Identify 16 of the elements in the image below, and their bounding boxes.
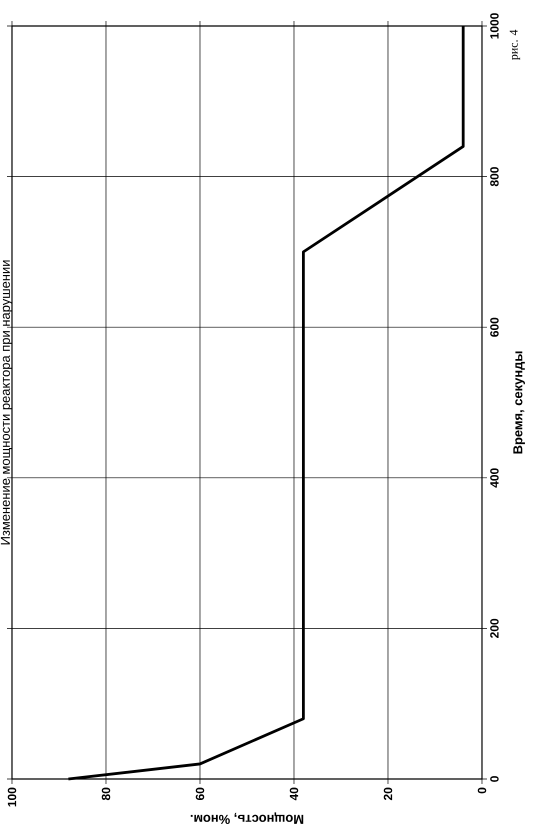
- text: рис. 4: [510, 30, 520, 60]
- y-tick-label: 0: [490, 776, 499, 782]
- text: Изменение мощности реактора при нарушении: [0, 260, 12, 544]
- x-tick-label: 0: [478, 788, 486, 794]
- x-tick-label: 20: [384, 788, 392, 800]
- y-tick-label: 200: [490, 618, 499, 638]
- y-tick-label: 1000: [490, 13, 499, 39]
- x-tick-label: 40: [290, 788, 298, 800]
- y-axis-title: Время, секунды: [513, 352, 525, 454]
- x-axis-title: Мощность, %ном.: [190, 812, 304, 824]
- x-tick-label: 60: [196, 788, 204, 800]
- y-tick-label: 800: [490, 167, 499, 186]
- y-tick-label: 600: [490, 318, 499, 337]
- x-tick-label: 100: [8, 788, 16, 806]
- x-tick-label: 80: [102, 788, 110, 800]
- y-tick-label: 400: [490, 468, 499, 488]
